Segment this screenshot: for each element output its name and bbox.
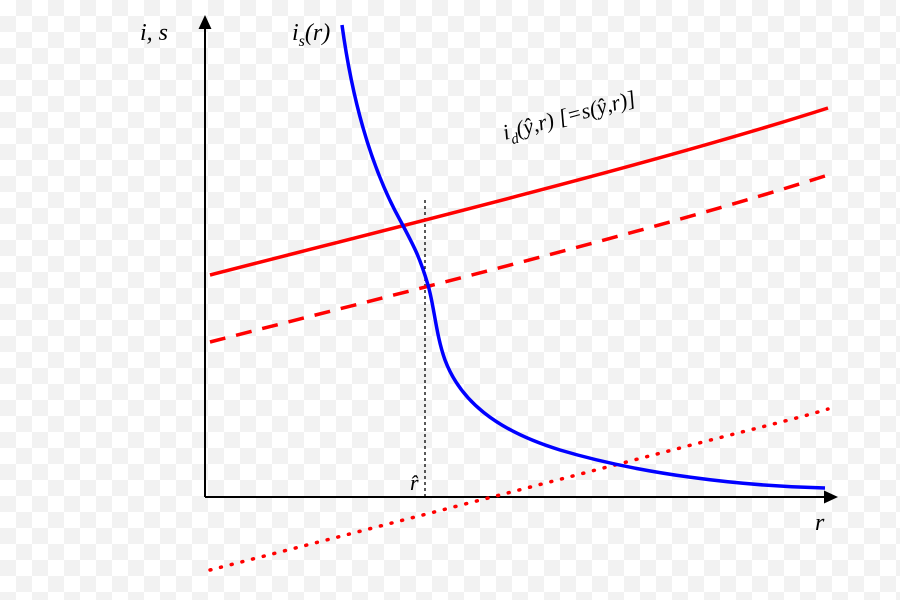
demand-dashed-curve xyxy=(210,175,828,342)
arrow-right-icon xyxy=(824,491,838,504)
demand-label: id(ŷ,r) [=s(ŷ,r)] xyxy=(500,85,640,149)
x-axis-label: r xyxy=(815,510,825,536)
rhat-label: r̂ xyxy=(410,470,419,495)
y-axis-label: i, s xyxy=(140,20,168,46)
supply-label: is(r) xyxy=(292,20,330,50)
arrow-up-icon xyxy=(199,15,212,29)
supply-curve xyxy=(342,25,825,488)
chart-svg: i, s r r̂ is(r) id(ŷ,r) [=s(ŷ,r)] xyxy=(0,0,900,600)
